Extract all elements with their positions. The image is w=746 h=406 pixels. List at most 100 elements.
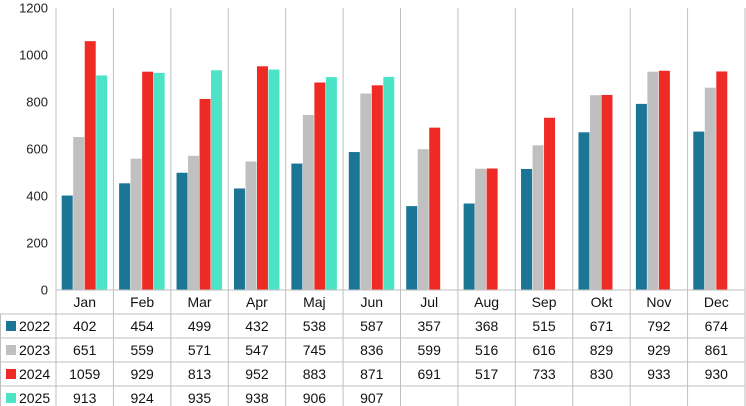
bar-2023-Mar bbox=[188, 155, 200, 290]
bar-2025-Jun bbox=[383, 76, 395, 290]
data-label: 929 bbox=[647, 342, 671, 358]
bar-2022-Mar bbox=[176, 172, 188, 290]
legend-label: 2025 bbox=[19, 390, 50, 406]
data-label: 691 bbox=[418, 366, 442, 382]
bar-2022-Maj bbox=[291, 163, 303, 290]
category-label: Feb bbox=[130, 294, 154, 310]
data-label: 599 bbox=[418, 342, 442, 358]
bar-2025-Mar bbox=[211, 70, 223, 290]
category-label: Maj bbox=[303, 294, 326, 310]
bar-2022-Dec bbox=[693, 131, 705, 290]
category-label: Jan bbox=[73, 294, 96, 310]
bar-2022-Nov bbox=[635, 103, 647, 290]
data-label: 929 bbox=[130, 366, 154, 382]
data-label: 515 bbox=[532, 318, 556, 334]
bar-2022-Jul bbox=[406, 206, 418, 290]
bar-2024-Maj bbox=[314, 82, 326, 290]
bar-2024-Mar bbox=[199, 98, 211, 290]
data-label: 1059 bbox=[69, 366, 100, 382]
data-label: 906 bbox=[303, 390, 327, 406]
bar-2022-Okt bbox=[578, 132, 590, 290]
bar-2024-Feb bbox=[142, 71, 154, 290]
bar-2025-Maj bbox=[325, 77, 337, 290]
legend-label: 2022 bbox=[19, 318, 50, 334]
legend-swatch-2022 bbox=[6, 321, 16, 331]
data-label: 813 bbox=[188, 366, 212, 382]
legend-swatch-2023 bbox=[6, 345, 16, 355]
data-label: 907 bbox=[360, 390, 384, 406]
category-label: Dec bbox=[704, 294, 729, 310]
bar-2022-Jan bbox=[61, 195, 73, 290]
data-label: 861 bbox=[705, 342, 729, 358]
vertical-gridlines bbox=[55, 8, 746, 290]
category-label: Sep bbox=[532, 294, 557, 310]
data-label: 952 bbox=[245, 366, 269, 382]
data-label: 517 bbox=[475, 366, 499, 382]
legend-swatch-2025 bbox=[6, 393, 16, 403]
category-label: Aug bbox=[474, 294, 499, 310]
bar-2023-Aug bbox=[475, 168, 487, 290]
data-label: 674 bbox=[705, 318, 729, 334]
bar-2023-Jun bbox=[360, 93, 372, 290]
category-label: Jun bbox=[361, 294, 384, 310]
y-tick-label: 400 bbox=[26, 189, 48, 204]
bar-2022-Aug bbox=[463, 203, 475, 290]
bar-2024-Jul bbox=[429, 127, 441, 291]
bar-2024-Aug bbox=[486, 168, 498, 290]
bar-2023-Dec bbox=[704, 87, 716, 290]
data-label: 559 bbox=[130, 342, 154, 358]
bar-2024-Sep bbox=[544, 117, 556, 290]
bar-2024-Nov bbox=[658, 70, 670, 290]
data-label: 587 bbox=[360, 318, 384, 334]
data-label: 651 bbox=[73, 342, 97, 358]
data-label: 938 bbox=[245, 390, 269, 406]
legend-label: 2024 bbox=[19, 366, 50, 382]
y-tick-label: 800 bbox=[26, 95, 48, 110]
legend-label: 2023 bbox=[19, 342, 50, 358]
data-label: 432 bbox=[245, 318, 269, 334]
bar-2023-Apr bbox=[245, 161, 257, 290]
bar-2024-Apr bbox=[256, 66, 268, 290]
data-label: 499 bbox=[188, 318, 212, 334]
category-label: Okt bbox=[591, 294, 613, 310]
data-label: 671 bbox=[590, 318, 614, 334]
bar-2025-Jan bbox=[96, 75, 108, 290]
data-label: 616 bbox=[532, 342, 556, 358]
data-label: 933 bbox=[647, 366, 671, 382]
y-tick-label: 1200 bbox=[19, 1, 48, 16]
category-label: Mar bbox=[187, 294, 211, 310]
data-label: 792 bbox=[647, 318, 671, 334]
bar-2022-Sep bbox=[521, 168, 533, 290]
data-label: 571 bbox=[188, 342, 212, 358]
y-tick-label: 200 bbox=[26, 236, 48, 251]
data-label: 830 bbox=[590, 366, 614, 382]
data-label: 402 bbox=[73, 318, 97, 334]
bar-2023-Feb bbox=[130, 158, 142, 290]
bar-2023-Sep bbox=[532, 145, 544, 290]
data-label: 913 bbox=[73, 390, 97, 406]
data-label: 733 bbox=[532, 366, 556, 382]
bars bbox=[61, 41, 728, 291]
bar-2024-Okt bbox=[601, 94, 613, 290]
bar-2023-Jul bbox=[417, 149, 429, 290]
category-label: Jul bbox=[420, 294, 438, 310]
data-label: 368 bbox=[475, 318, 499, 334]
data-label: 829 bbox=[590, 342, 614, 358]
bar-2023-Okt bbox=[589, 95, 601, 290]
bar-2022-Jun bbox=[348, 152, 360, 290]
bar-2023-Maj bbox=[302, 114, 314, 290]
data-label: 357 bbox=[418, 318, 442, 334]
data-label: 454 bbox=[130, 318, 154, 334]
bar-2024-Jan bbox=[84, 41, 96, 290]
bar-2022-Feb bbox=[119, 183, 131, 290]
bar-2022-Apr bbox=[233, 188, 245, 290]
category-label: Apr bbox=[246, 294, 268, 310]
bar-2023-Jan bbox=[73, 137, 85, 290]
y-axis: 0 200 400 600 800 1000 1200 bbox=[19, 1, 48, 298]
y-tick-label: 600 bbox=[26, 142, 48, 157]
data-label: 935 bbox=[188, 390, 212, 406]
bar-2024-Dec bbox=[716, 71, 728, 290]
category-label: Nov bbox=[646, 294, 671, 310]
data-table: Jan Feb Mar Apr Maj Jun Jul Aug Sep Okt Nov Dec 2022… bbox=[0, 289, 746, 406]
